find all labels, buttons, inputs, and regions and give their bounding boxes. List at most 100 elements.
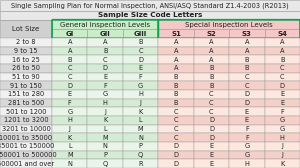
Bar bbox=[52, 29, 87, 38]
Bar bbox=[52, 133, 87, 142]
Bar bbox=[194, 55, 229, 64]
Text: D: D bbox=[67, 83, 72, 89]
Bar bbox=[229, 151, 265, 159]
Bar bbox=[265, 64, 300, 73]
Text: D: D bbox=[138, 57, 143, 63]
Text: E: E bbox=[245, 109, 249, 115]
Bar bbox=[52, 151, 87, 159]
Text: C: C bbox=[209, 100, 214, 106]
Bar bbox=[123, 47, 158, 55]
Text: F: F bbox=[245, 126, 249, 132]
Text: G: G bbox=[244, 152, 249, 158]
Text: K: K bbox=[280, 161, 284, 167]
Bar bbox=[0, 133, 52, 142]
Text: C: C bbox=[68, 65, 72, 71]
Bar bbox=[229, 81, 265, 90]
Text: E: E bbox=[103, 74, 107, 80]
Bar bbox=[0, 73, 52, 81]
Text: K: K bbox=[103, 117, 107, 123]
Bar bbox=[0, 81, 52, 90]
Text: D: D bbox=[173, 152, 178, 158]
Bar bbox=[0, 11, 300, 20]
Bar bbox=[229, 125, 265, 133]
Text: S3: S3 bbox=[242, 31, 252, 36]
Text: D: D bbox=[244, 100, 249, 106]
Text: F: F bbox=[245, 135, 249, 141]
Bar bbox=[123, 142, 158, 151]
Text: S1: S1 bbox=[171, 31, 181, 36]
Bar bbox=[52, 125, 87, 133]
Text: H: H bbox=[103, 100, 108, 106]
Bar bbox=[158, 20, 300, 29]
Text: 3201 to 10000: 3201 to 10000 bbox=[2, 126, 50, 132]
Bar bbox=[194, 133, 229, 142]
Text: A: A bbox=[280, 39, 284, 45]
Bar bbox=[265, 81, 300, 90]
Text: 500001 and over: 500001 and over bbox=[0, 161, 55, 167]
Text: E: E bbox=[245, 117, 249, 123]
Text: 151 to 280: 151 to 280 bbox=[8, 91, 44, 97]
Text: C: C bbox=[209, 109, 214, 115]
Bar bbox=[158, 159, 194, 168]
Text: 51 to 90: 51 to 90 bbox=[12, 74, 40, 80]
Bar bbox=[123, 64, 158, 73]
Bar bbox=[229, 73, 265, 81]
Bar bbox=[158, 29, 194, 38]
Text: D: D bbox=[209, 126, 214, 132]
Bar bbox=[87, 125, 123, 133]
Bar bbox=[0, 107, 52, 116]
Bar bbox=[229, 64, 265, 73]
Text: E: E bbox=[280, 91, 284, 97]
Bar bbox=[265, 125, 300, 133]
Bar bbox=[87, 142, 123, 151]
Text: Lot Size: Lot Size bbox=[12, 26, 40, 32]
Text: H: H bbox=[138, 91, 143, 97]
Bar bbox=[123, 116, 158, 125]
Bar bbox=[158, 133, 194, 142]
Bar bbox=[123, 107, 158, 116]
Bar bbox=[158, 55, 194, 64]
Text: B: B bbox=[209, 74, 214, 80]
Bar bbox=[52, 38, 87, 47]
Bar bbox=[265, 151, 300, 159]
Bar bbox=[158, 107, 194, 116]
Bar bbox=[229, 29, 265, 38]
Text: B: B bbox=[174, 83, 178, 89]
Text: A: A bbox=[280, 48, 284, 54]
Bar bbox=[87, 38, 123, 47]
Bar bbox=[87, 99, 123, 107]
Text: C: C bbox=[138, 48, 143, 54]
Bar bbox=[0, 64, 52, 73]
Text: A: A bbox=[174, 57, 178, 63]
Bar bbox=[229, 133, 265, 142]
Bar bbox=[194, 29, 229, 38]
Text: F: F bbox=[68, 100, 72, 106]
Bar bbox=[87, 55, 123, 64]
Bar bbox=[87, 64, 123, 73]
Bar bbox=[158, 116, 194, 125]
Text: G: G bbox=[280, 126, 285, 132]
Text: B: B bbox=[103, 48, 107, 54]
Text: A: A bbox=[174, 48, 178, 54]
Text: D: D bbox=[103, 65, 108, 71]
Bar bbox=[123, 159, 158, 168]
Text: A: A bbox=[209, 39, 214, 45]
Text: D: D bbox=[280, 83, 285, 89]
Bar bbox=[265, 47, 300, 55]
Bar bbox=[0, 38, 52, 47]
Bar bbox=[265, 99, 300, 107]
Bar bbox=[52, 73, 87, 81]
Bar bbox=[123, 99, 158, 107]
Bar bbox=[194, 99, 229, 107]
Text: B: B bbox=[138, 39, 143, 45]
Text: N: N bbox=[103, 143, 108, 149]
Text: GIII: GIII bbox=[134, 31, 147, 36]
Bar bbox=[158, 151, 194, 159]
Text: B: B bbox=[174, 100, 178, 106]
Text: 91 to 150: 91 to 150 bbox=[10, 83, 42, 89]
Bar bbox=[123, 90, 158, 99]
Text: D: D bbox=[173, 143, 178, 149]
Text: C: C bbox=[174, 117, 178, 123]
Bar bbox=[229, 99, 265, 107]
Bar bbox=[229, 47, 265, 55]
